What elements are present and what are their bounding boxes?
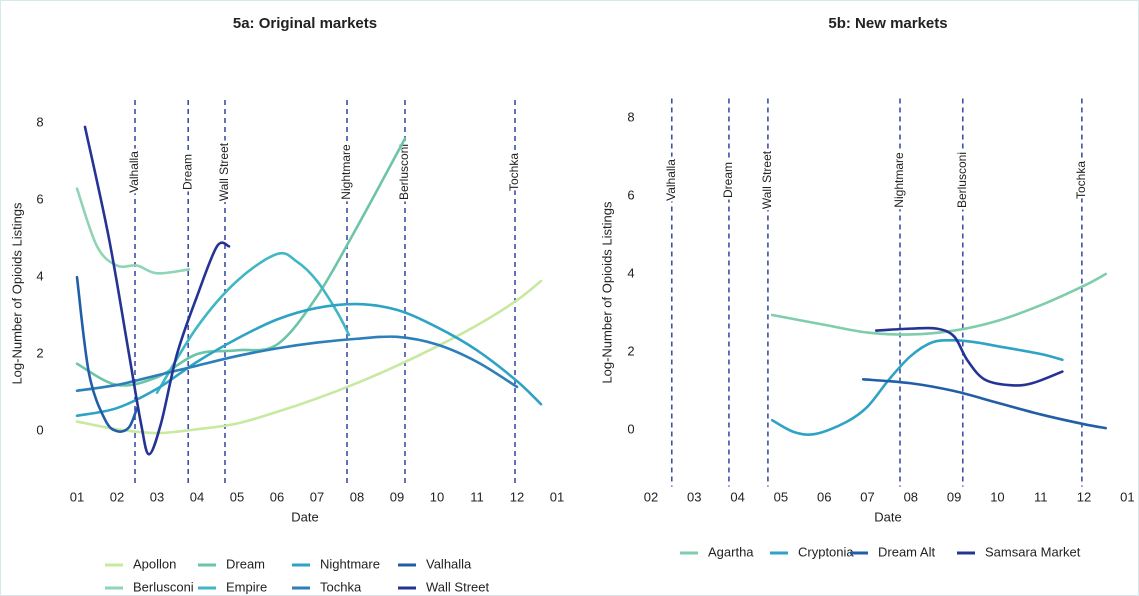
y-tick-label: 8 (36, 115, 43, 130)
legend-label: Samsara Market (985, 544, 1081, 559)
y-tick-label: 2 (627, 343, 634, 358)
x-tick-label: 10 (430, 489, 444, 504)
x-tick-label: 04 (730, 489, 744, 504)
x-tick-label: 02 (644, 489, 658, 504)
legend-label: Dream Alt (878, 544, 935, 559)
x-tick-label: 12 (1077, 489, 1091, 504)
x-tick-label: 02 (110, 489, 124, 504)
series-line (75, 302, 543, 418)
x-tick-label: 09 (947, 489, 961, 504)
event-label: Valhalla (127, 151, 141, 193)
x-tick-label: 08 (904, 489, 918, 504)
y-tick-label: 6 (627, 187, 634, 202)
event-label: Berlusconi (397, 144, 411, 200)
y-tick-label: 4 (36, 269, 43, 284)
y-axis-label: Log-Number of Opioids Listings (599, 201, 614, 384)
legend-label: Berlusconi (133, 579, 194, 594)
x-axis-label: Date (291, 509, 318, 524)
event-label: Wall Street (760, 150, 774, 209)
event-label: Tochka (1074, 161, 1088, 199)
event-label: Valhalla (664, 159, 678, 201)
y-axis-label: Log-Number of Opioids Listings (9, 202, 24, 385)
event-label: Dream (721, 162, 735, 198)
series-line (75, 335, 519, 393)
event-label: Tochka (507, 153, 521, 191)
event-label: Wall Street (217, 142, 231, 201)
y-tick-label: 6 (36, 192, 43, 207)
x-tick-label: 01 (1120, 489, 1134, 504)
y-tick-label: 4 (627, 265, 634, 280)
chart-title: 5a: Original markets (233, 15, 377, 32)
series-line (874, 326, 1064, 387)
legend-label: Empire (226, 579, 267, 594)
x-tick-label: 08 (350, 489, 364, 504)
x-tick-label: 11 (1034, 489, 1048, 504)
legend-label: Apollon (133, 556, 176, 571)
x-tick-label: 05 (230, 489, 244, 504)
series-line (75, 137, 407, 387)
x-axis-label: Date (874, 509, 901, 524)
y-tick-label: 8 (627, 109, 634, 124)
y-tick-label: 2 (36, 346, 43, 361)
series-line (75, 187, 191, 275)
x-tick-label: 06 (817, 489, 831, 504)
series-line (75, 275, 139, 433)
x-tick-label: 09 (390, 489, 404, 504)
x-tick-label: 01 (70, 489, 84, 504)
series-line (83, 125, 231, 456)
legend-label: Tochka (320, 579, 362, 594)
series-line (770, 338, 1064, 436)
event-label: Nightmare (339, 144, 353, 200)
event-label: Nightmare (892, 152, 906, 208)
x-tick-label: 11 (470, 489, 484, 504)
legend-label: Dream (226, 556, 265, 571)
legend-label: Agartha (708, 544, 754, 559)
x-tick-label: 12 (510, 489, 524, 504)
x-tick-label: 07 (860, 489, 874, 504)
legend-label: Nightmare (320, 556, 380, 571)
x-tick-label: 03 (687, 489, 701, 504)
x-tick-label: 06 (270, 489, 284, 504)
series-line (861, 378, 1107, 430)
x-tick-label: 05 (774, 489, 788, 504)
x-tick-label: 10 (990, 489, 1004, 504)
x-tick-label: 04 (190, 489, 204, 504)
legend-label: Valhalla (426, 556, 472, 571)
series-line (155, 251, 351, 394)
x-tick-label: 01 (550, 489, 564, 504)
series-line (770, 272, 1107, 336)
y-tick-label: 0 (627, 421, 634, 436)
y-tick-label: 0 (36, 423, 43, 438)
legend-label: Cryptonia (798, 544, 854, 559)
event-label: Dream (180, 154, 194, 190)
x-tick-label: 03 (150, 489, 164, 504)
legend-label: Wall Street (426, 579, 489, 594)
event-label: Berlusconi (955, 152, 969, 208)
chart-title: 5b: New markets (828, 15, 947, 32)
x-tick-label: 07 (310, 489, 324, 504)
